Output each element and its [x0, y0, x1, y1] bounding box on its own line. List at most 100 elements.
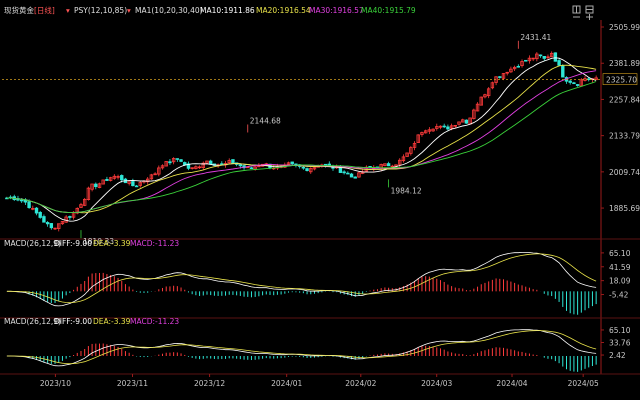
candle-body [538, 54, 543, 57]
candle-body [68, 216, 72, 218]
candle-body [105, 179, 109, 181]
candle-body [479, 96, 483, 106]
diff-line [6, 329, 597, 367]
current-price-label: 2325.70 [606, 76, 637, 85]
macd-diff: DIFF:-9.00 [54, 239, 92, 248]
window-controls[interactable] [572, 5, 594, 20]
date-tick-label: 2024/03 [421, 379, 452, 388]
candle-body [94, 183, 98, 188]
candle-body [546, 56, 550, 59]
candle-body [390, 165, 395, 168]
candle-body [572, 82, 576, 85]
candle-body [45, 222, 50, 225]
candle-body [157, 167, 161, 175]
macd-value: MACD:-11.23 [130, 239, 179, 248]
candle-body [208, 160, 213, 165]
candle-body [420, 132, 424, 135]
candle-body [60, 221, 65, 225]
dea-line [6, 330, 597, 365]
candle-body [149, 174, 154, 180]
candle-body [312, 166, 317, 170]
candle-body [194, 166, 198, 169]
candle-body [553, 52, 558, 62]
candle-body [342, 171, 346, 174]
candle-body [301, 166, 306, 169]
candle-body [160, 165, 165, 169]
candle-body [453, 124, 458, 127]
candle-body [438, 125, 443, 128]
candle-body [97, 183, 102, 188]
candle-body [446, 126, 450, 130]
candle-body [561, 65, 565, 78]
candle-body [442, 125, 446, 128]
candle-body [475, 103, 480, 112]
date-tick-label: 2023/11 [117, 379, 148, 388]
candle-body [449, 125, 454, 129]
instrument-name: 现货黄金 [4, 5, 34, 15]
diff-line [6, 252, 597, 307]
candle-body [127, 181, 131, 184]
candle-body [179, 159, 183, 162]
macd-tick-label: 65.10 [609, 326, 631, 335]
candle-body [535, 53, 539, 60]
candle-body [249, 167, 254, 169]
candle-body [79, 204, 83, 208]
candle-body [19, 199, 24, 202]
candle-body [398, 159, 402, 165]
candle-body [435, 126, 439, 129]
candle-body [568, 80, 572, 83]
candle-body [431, 128, 435, 132]
current-price-box [602, 73, 638, 85]
candle-body [323, 163, 328, 166]
candle-body [520, 61, 524, 66]
candle-body [108, 177, 113, 181]
candle-body [231, 159, 235, 164]
candle-body [575, 84, 580, 86]
candle-body [531, 57, 535, 60]
date-tick-label: 2023/12 [194, 379, 225, 388]
extreme-label: 1984.12 [391, 186, 422, 195]
ma30-line [6, 70, 597, 214]
candle-body [82, 198, 87, 206]
candle-body [527, 57, 532, 62]
candle-body [53, 227, 57, 230]
macd-panel-2: MACD(26,12,9) DIFF:-9.00 DEA:-3.39 MACD:… [4, 317, 631, 372]
candle-body [490, 82, 495, 89]
candle-body [153, 173, 157, 176]
date-axis: 2023/10 2023/11 2023/12 2024/01 2024/02 2024/… [40, 374, 599, 388]
indicator-icon: ▾ [66, 6, 70, 15]
macd-dea: DEA:-3.39 [93, 317, 131, 326]
macd-tick-label: 65.10 [609, 249, 631, 258]
candle-body [549, 52, 554, 58]
macd-histogram-1 [10, 272, 597, 315]
candle-body [472, 109, 476, 119]
candle-body [186, 163, 191, 169]
candle-body [220, 163, 224, 165]
dea-line [6, 253, 597, 304]
candle-body [171, 158, 176, 163]
macd-panel-1: MACD(26,12,9) DIFF:-9.00 DEA:-3.39 MACD:… [4, 239, 631, 315]
period-label[interactable]: [日线] [34, 5, 55, 15]
candle-body [86, 187, 91, 200]
date-tick-label: 2024/04 [496, 379, 527, 388]
extreme-label: 2431.41 [520, 33, 551, 42]
macd-lines-1 [6, 252, 597, 307]
candle-body [423, 130, 428, 134]
candle-body [31, 208, 35, 210]
candle-body [394, 164, 398, 167]
candle-body [524, 59, 528, 62]
price-tick-label: 2133.79 [609, 132, 640, 141]
candle-body [498, 76, 502, 78]
macd-histogram-2 [10, 343, 597, 372]
candle-body [386, 163, 391, 167]
price-axis: 2505.99 2381.89 2257.84 2133.79 2009.74 1885.… [601, 23, 640, 213]
candle-body [353, 176, 357, 179]
date-tick-label: 2024/01 [271, 379, 302, 388]
ma30-label: MA30:1916.57 [309, 6, 364, 15]
macd-value: MACD:-11.23 [130, 317, 179, 326]
candlestick-series [5, 51, 598, 232]
ma1-label: MA1(10,20,30,40) [135, 6, 203, 15]
ma20-label: MA20:1916.54 [256, 6, 311, 15]
macd-tick-label: 18.09 [609, 277, 631, 286]
